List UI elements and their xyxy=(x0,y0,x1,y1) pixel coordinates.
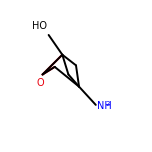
Text: 2: 2 xyxy=(105,101,110,107)
Text: NH: NH xyxy=(97,101,111,111)
Text: HO: HO xyxy=(32,21,47,31)
Text: O: O xyxy=(36,78,44,88)
